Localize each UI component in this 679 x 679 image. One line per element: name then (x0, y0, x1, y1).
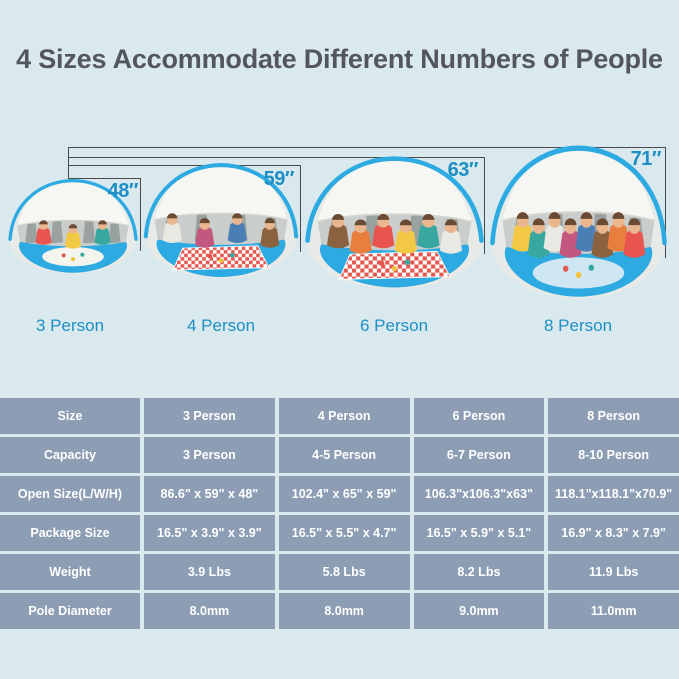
table-cell: 3 Person (144, 398, 275, 434)
table-cell: 86.6" x 59" x 48" (144, 476, 275, 512)
table-cell: 8.2 Lbs (413, 554, 545, 590)
row-label-size: Size (0, 398, 140, 434)
table-cell: 118.1"x118.1"x70.9" (548, 476, 679, 512)
table-cell: 106.3"x106.3"x63" (413, 476, 545, 512)
row-label-capacity: Capacity (0, 437, 140, 473)
table-cell: 8.0mm (278, 593, 410, 629)
table-cell: 102.4" x 65" x 59" (278, 476, 410, 512)
tent-illustration-4-person (141, 162, 301, 281)
tent-illustration-8-person (487, 144, 670, 302)
table-cell: 16.5" x 5.9" x 5.1" (413, 515, 545, 551)
table-cell: 9.0mm (413, 593, 545, 629)
row-label-pole-diameter: Pole Diameter (0, 593, 140, 629)
row-label-weight: Weight (0, 554, 140, 590)
table-cell: 6-7 Person (413, 437, 545, 473)
table-cell: 4-5 Person (278, 437, 410, 473)
table-cell: 3.9 Lbs (144, 554, 275, 590)
table-cell: 8-10 Person (548, 437, 679, 473)
table-cell: 4 Person (278, 398, 410, 434)
table-cell: 8 Person (548, 398, 679, 434)
tent-illustration-6-person (302, 155, 487, 292)
size-label-6-person: 6 Person (359, 316, 429, 335)
table-cell: 11.9 Lbs (548, 554, 679, 590)
tent-illustration-3-person (6, 178, 140, 276)
table-cell: 16.9" x 8.3" x 7.9" (548, 515, 679, 551)
height-label-59: 59″ (263, 168, 295, 190)
table-cell: 5.8 Lbs (278, 554, 410, 590)
height-label-71: 71″ (630, 148, 662, 170)
size-label-4-person: 4 Person (186, 316, 256, 335)
row-label-package-size: Package Size (0, 515, 140, 551)
size-label-3-person: 3 Person (35, 316, 105, 335)
table-cell: 11.0mm (548, 593, 679, 629)
height-label-48: 48″ (107, 180, 139, 202)
table-cell: 8.0mm (144, 593, 275, 629)
spec-table: Size 3 Person 4 Person 6 Person 8 Person Capa… (0, 398, 679, 629)
page-title: 4 Sizes Accommodate Different Numbers of… (16, 44, 663, 74)
table-cell: 3 Person (144, 437, 275, 473)
row-label-open-size-l-w-h-: Open Size(L/W/H) (0, 476, 140, 512)
table-cell: 16.5" x 5.5" x 4.7" (278, 515, 410, 551)
height-label-63: 63″ (447, 159, 479, 181)
table-cell: 6 Person (413, 398, 545, 434)
size-label-8-person: 8 Person (543, 316, 613, 335)
table-cell: 16.5" x 3.9" x 3.9" (144, 515, 275, 551)
